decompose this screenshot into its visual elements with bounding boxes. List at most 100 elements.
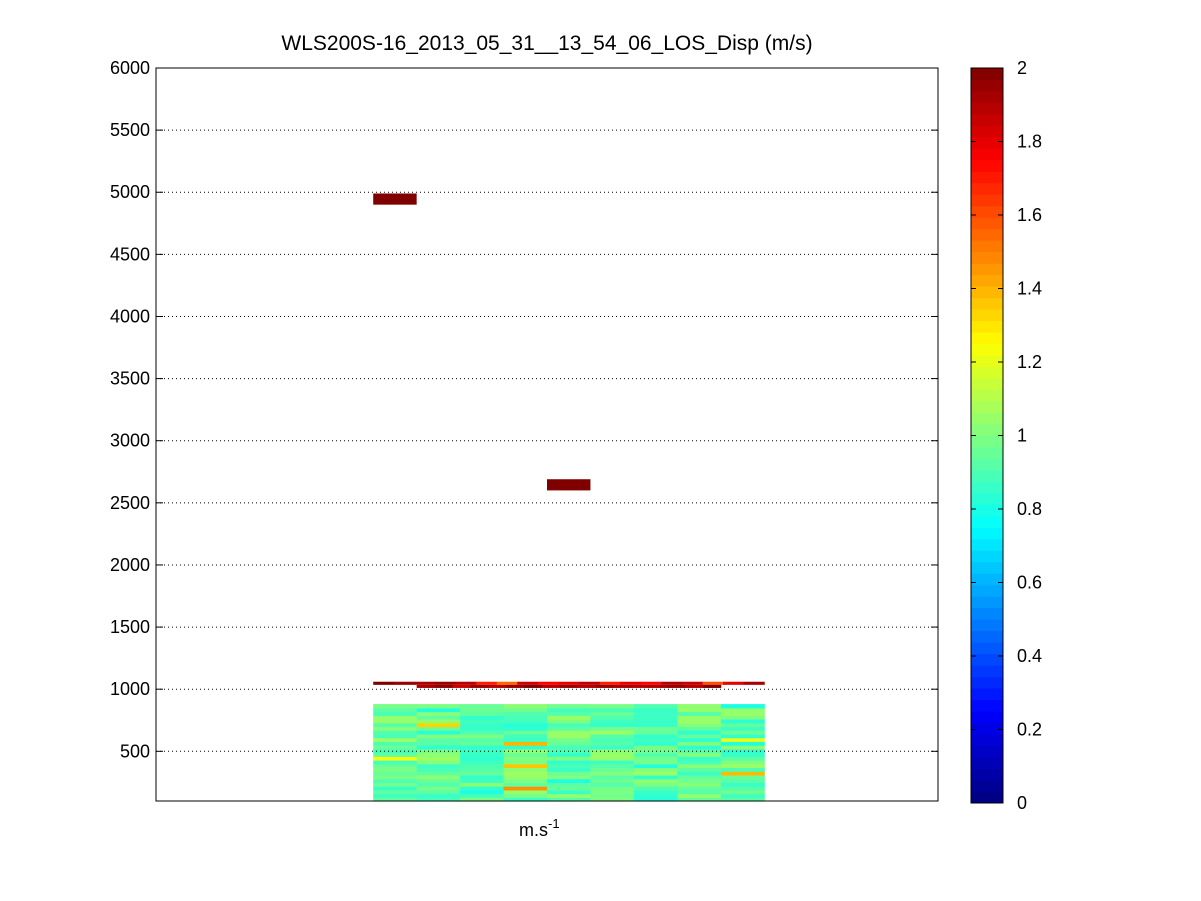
heatmap-cell [720, 767, 765, 772]
heatmap-cell [547, 745, 592, 750]
heatmap-cell [590, 719, 635, 724]
colorbar-band [971, 527, 1003, 540]
heatmap-cell [547, 748, 592, 754]
colorbar-tick-label: 1 [1017, 426, 1027, 446]
cloud-cell-lower [631, 684, 650, 688]
heatmap-cell [460, 741, 505, 746]
colorbar-tick-label: 1.6 [1017, 205, 1042, 225]
heatmap-cell [373, 782, 418, 787]
heatmap-cell [460, 752, 505, 757]
colorbar-band [971, 378, 1003, 390]
heatmap-cell [633, 748, 678, 754]
heatmap-cell [373, 741, 418, 746]
cloud-cell-lower [702, 684, 722, 688]
heatmap-cell [503, 745, 548, 750]
cloud-cell-lower [434, 684, 453, 688]
heatmap-cell [633, 789, 678, 795]
heatmap-cell [416, 774, 461, 780]
heatmap-cell [460, 719, 505, 724]
cloud-cell-lower [559, 684, 579, 688]
heatmap-cell [373, 722, 418, 728]
heatmap-cell [547, 733, 592, 739]
heatmap-cell [677, 756, 722, 761]
colorbar-band [971, 665, 1003, 678]
colorbar-band [971, 722, 1003, 735]
y-tick-label: 5500 [110, 120, 150, 140]
heatmap-cell [590, 756, 635, 761]
heatmap-cell [460, 730, 505, 735]
heatmap-cell [720, 778, 765, 783]
heatmap-cell [503, 771, 548, 776]
colorbar-band [971, 401, 1003, 413]
colorbar-band [971, 228, 1003, 241]
heatmap-cell [590, 760, 635, 765]
heatmap-cell [416, 726, 461, 731]
heatmap-cell [720, 771, 765, 776]
heatmap-cell [677, 733, 722, 739]
heatmap-cell [547, 763, 592, 769]
colorbar-tick-label: 0.4 [1017, 646, 1042, 666]
heatmap-cell [677, 752, 722, 757]
colorbar-band [971, 389, 1003, 402]
heatmap-cell [503, 748, 548, 754]
colorbar-band [971, 366, 1003, 379]
heatmap-cell [720, 760, 765, 765]
y-tick-label: 500 [120, 741, 150, 761]
colorbar-tick-label: 2 [1017, 58, 1027, 78]
colorbar-band [971, 412, 1003, 425]
heatmap-cell [633, 778, 678, 783]
colorbar-band [971, 251, 1003, 264]
heatmap-cell [633, 793, 678, 798]
heatmap-cell [460, 748, 505, 754]
heatmap-cell [590, 782, 635, 787]
heatmap-cell [460, 797, 505, 802]
cloud-layer [373, 681, 765, 688]
heatmap-cell [720, 741, 765, 746]
heatmap-cell [460, 707, 505, 713]
heatmap-cell [590, 774, 635, 780]
heatmap-cell [720, 774, 765, 780]
heatmap-cell [720, 782, 765, 787]
colorbar-band [971, 734, 1003, 746]
colorbar-band [971, 286, 1003, 299]
heatmap-cell [633, 741, 678, 746]
colorbar-band [971, 320, 1003, 333]
heatmap-cell [373, 763, 418, 769]
colorbar-band [971, 630, 1003, 643]
heatmap-cell [416, 793, 461, 798]
heatmap-cell [503, 760, 548, 765]
x-axis-label-base: m.s [519, 820, 548, 840]
heatmap-cell [677, 719, 722, 724]
heatmap-cell [373, 771, 418, 776]
heatmap-cell [460, 745, 505, 750]
colorbar-band [971, 642, 1003, 655]
colorbar-band [971, 596, 1003, 609]
heatmap-cell [503, 707, 548, 713]
heatmap-cell [503, 726, 548, 731]
cloud-cell-upper [517, 681, 539, 685]
heatmap-cell [547, 789, 592, 795]
heatmap-cell [373, 748, 418, 754]
heatmap-cell [677, 715, 722, 720]
heatmap-cell [547, 782, 592, 787]
heatmap-cell [720, 730, 765, 735]
cloud-cell-upper [723, 681, 745, 685]
y-tick-label: 4500 [110, 244, 150, 264]
cloud-cell-lower [416, 684, 436, 688]
heatmap-cell [460, 760, 505, 765]
y-tick-label: 3500 [110, 369, 150, 389]
heatmap-cell [547, 778, 592, 783]
heatmap-cell [547, 741, 592, 746]
heatmap-cell [633, 782, 678, 787]
heatmap-cell [677, 778, 722, 783]
colorbar-band [971, 424, 1003, 436]
heatmap-cell [416, 748, 461, 754]
cloud-cell-lower [470, 684, 489, 688]
heatmap-cell [373, 704, 418, 709]
heatmap-cell [633, 737, 678, 742]
heatmap-cell [460, 756, 505, 761]
heatmap-cell [503, 741, 548, 746]
heatmap-cell [416, 782, 461, 787]
cloud-cell-lower [613, 684, 632, 688]
colorbar-tick-label: 1.4 [1017, 279, 1042, 299]
